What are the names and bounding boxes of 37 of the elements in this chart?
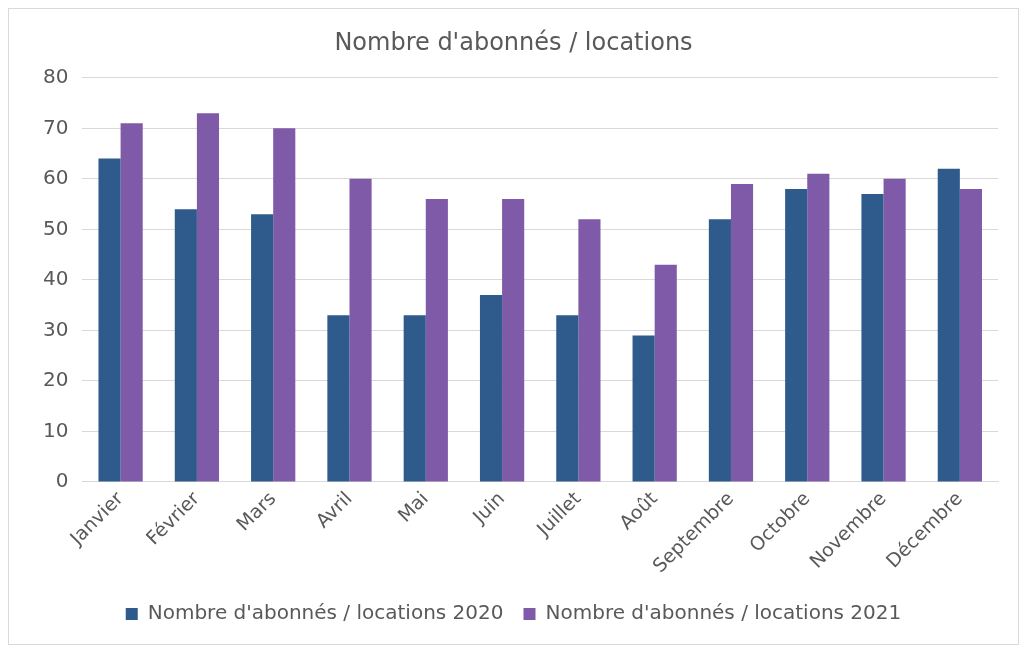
bar	[556, 315, 579, 482]
y-tick-label: 40	[43, 266, 69, 291]
bar	[327, 315, 350, 482]
bar	[98, 158, 121, 482]
chart-title: Nombre d'abonnés / locations	[334, 27, 693, 56]
bar	[708, 219, 731, 482]
bar	[403, 315, 426, 482]
bar	[174, 209, 197, 482]
y-tick-label: 70	[43, 114, 69, 139]
y-tick-label: 60	[43, 165, 69, 190]
y-tick-label: 50	[43, 215, 69, 240]
legend-label: Nombre d'abonnés / locations 2021	[545, 600, 902, 625]
bar	[502, 199, 525, 482]
bar	[120, 123, 143, 482]
bar	[251, 214, 274, 482]
bar	[479, 295, 503, 482]
y-tick-label: 80	[43, 64, 69, 88]
bar	[807, 173, 830, 482]
y-tick-label: 0	[55, 468, 69, 493]
y-tick-label: 10	[43, 417, 69, 442]
bar	[861, 193, 884, 482]
bar	[883, 178, 906, 482]
bar	[632, 335, 655, 482]
bar	[959, 188, 982, 482]
bar	[937, 168, 960, 482]
bar	[425, 199, 448, 482]
bar	[578, 219, 601, 482]
bar	[730, 183, 754, 482]
bar	[654, 264, 677, 482]
y-tick-label: 30	[43, 316, 69, 341]
bar	[785, 188, 808, 482]
bar	[273, 128, 296, 482]
bar	[349, 178, 372, 482]
y-tick-label: 20	[43, 367, 69, 392]
x-tick-label: Mai	[392, 486, 433, 526]
legend-label: Nombre d'abonnés / locations 2020	[147, 600, 504, 625]
bar	[196, 113, 220, 482]
